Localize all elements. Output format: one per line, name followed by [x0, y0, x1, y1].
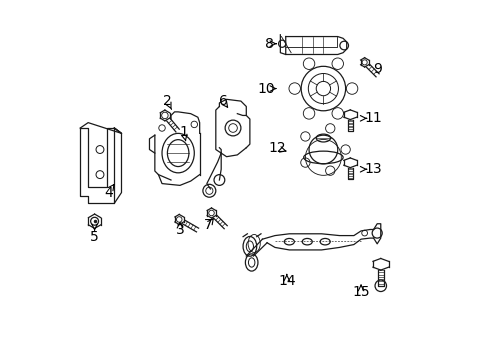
Text: 13: 13 [364, 162, 381, 176]
Text: 12: 12 [267, 141, 285, 156]
Text: 8: 8 [264, 37, 273, 51]
Text: 4: 4 [103, 185, 112, 199]
Text: 11: 11 [363, 111, 381, 125]
Text: 10: 10 [257, 82, 274, 95]
Text: 2: 2 [163, 94, 171, 108]
Text: 3: 3 [175, 223, 184, 237]
Text: 9: 9 [372, 62, 381, 76]
Text: 1: 1 [179, 125, 187, 139]
Text: 7: 7 [204, 218, 213, 232]
Text: 5: 5 [90, 230, 99, 244]
Text: 15: 15 [351, 285, 369, 299]
Text: 14: 14 [278, 274, 295, 288]
Text: 6: 6 [218, 94, 227, 108]
